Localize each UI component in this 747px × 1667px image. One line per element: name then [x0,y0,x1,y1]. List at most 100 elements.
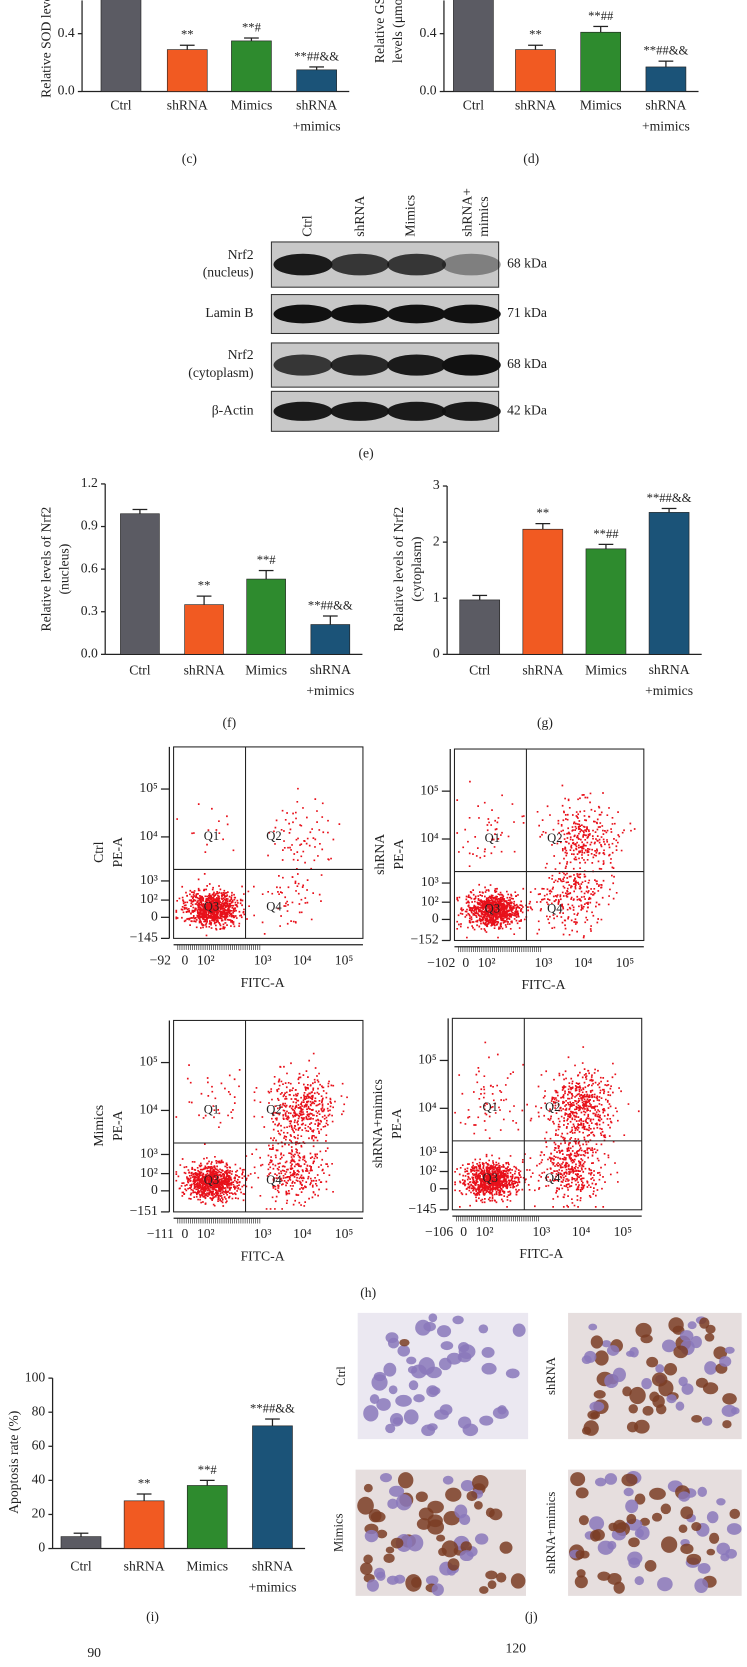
cell [649,1391,660,1403]
x-tick-label: shRNA [167,97,208,112]
blot-band [273,401,333,421]
quadrant-label: Q2 [266,1102,281,1116]
y-tick-label: −151 [130,1203,158,1218]
x-tick-label: shRNA [124,1559,165,1574]
bar [585,548,627,655]
cell [604,1373,619,1389]
cell [724,1346,735,1354]
cell [675,1401,685,1411]
cell [481,1362,497,1375]
bar [60,1536,102,1549]
band-size: 68 kDa [507,356,547,371]
cell [606,1345,620,1356]
cell [489,1508,503,1521]
sample-label: Mimics [332,1513,346,1552]
significance-label: ** [529,28,542,42]
panel-label: (c) [182,151,197,167]
significance-label: **## [588,9,614,23]
y-axis-title: (cytoplasm) [409,537,425,602]
cell [635,1322,652,1338]
quadrant-label: Q4 [547,902,563,916]
cell [697,1486,707,1497]
significance-label: **# [257,553,277,567]
cell [479,1586,489,1594]
cell [387,1498,399,1510]
cell [369,1394,380,1404]
y-tick-label: 10⁴ [420,830,439,845]
cell [376,1529,388,1539]
blot-band [330,253,390,276]
cell [595,1477,607,1487]
bar [453,0,494,92]
y-tick-label: 120 [506,1641,527,1656]
cell [644,1559,657,1572]
cell [479,1415,494,1426]
quadrant-label: Q4 [266,1173,282,1187]
y-tick-label: 0.6 [81,560,98,575]
sample-label: shRNA+mimics [544,1492,558,1574]
error-bar [132,508,148,514]
error-bar [199,1479,215,1486]
sample-label: shRNA+mimics [370,1079,385,1168]
panel-label: (e) [359,446,374,462]
cell [473,1500,483,1510]
x-tick-label: 0 [182,1226,189,1241]
error-bar [179,44,195,50]
blot-band [387,253,447,276]
y-tick-label: 0.0 [58,83,75,98]
cell [492,1406,509,1419]
cell [588,1323,598,1331]
cell [628,1537,640,1548]
cell [379,1473,393,1483]
bar [515,49,556,92]
row-label: (cytoplasm) [188,365,253,381]
x-axis-title: FITC-A [519,1246,563,1261]
x-tick-label: Ctrl [463,97,484,112]
cell [590,1335,603,1349]
x-tick-label: 10⁴ [293,953,312,968]
cell [388,1485,405,1497]
x-tick-label: 10³ [535,955,553,970]
cell [415,1491,428,1502]
y-tick-label: −145 [130,930,158,945]
cell [589,1401,605,1412]
cell [646,1356,659,1368]
cell [655,1364,665,1374]
x-tick-label: Ctrl [110,97,131,112]
error-bar [258,569,274,580]
x-tick-label: Mimics [580,97,622,112]
cell [440,1341,454,1351]
cell [641,1378,652,1390]
y-tick-label: 2 [433,533,440,548]
y-tick-label: 0.3 [81,603,98,618]
cell [466,1491,478,1502]
quadrant-label: Q1 [204,829,219,843]
cell [357,1496,374,1515]
y-tick-label: 0.4 [58,25,75,40]
blot-band [387,304,447,324]
bar [166,49,208,92]
x-tick-label: 10⁴ [574,955,593,970]
y-axis-title: Apoptosis rate (%) [6,1411,22,1514]
cell [625,1499,639,1514]
cell [388,1385,398,1395]
x-tick-label: 10⁵ [335,1226,354,1241]
quadrant-label: Q2 [547,831,562,845]
cell [405,1574,422,1592]
band-size: 68 kDa [507,256,547,271]
y-tick-label: 10² [419,1163,437,1178]
y-tick-label: 0.4 [420,25,437,40]
y-tick-label: 0 [38,1540,45,1555]
y-axis-title: PE-A [391,839,406,869]
significance-label: **##&& [647,491,692,505]
x-tick-label: 10⁵ [335,953,354,968]
panel-label: (g) [537,715,553,731]
cell [472,1475,489,1491]
significance-label: **##&& [250,1401,295,1415]
cell [436,1534,446,1542]
y-tick-label: 0.0 [420,83,437,98]
cell [375,1571,386,1581]
sample-label: Ctrl [91,841,106,862]
y-tick-label: 0 [430,1180,437,1195]
significance-label: ** [138,1476,151,1490]
